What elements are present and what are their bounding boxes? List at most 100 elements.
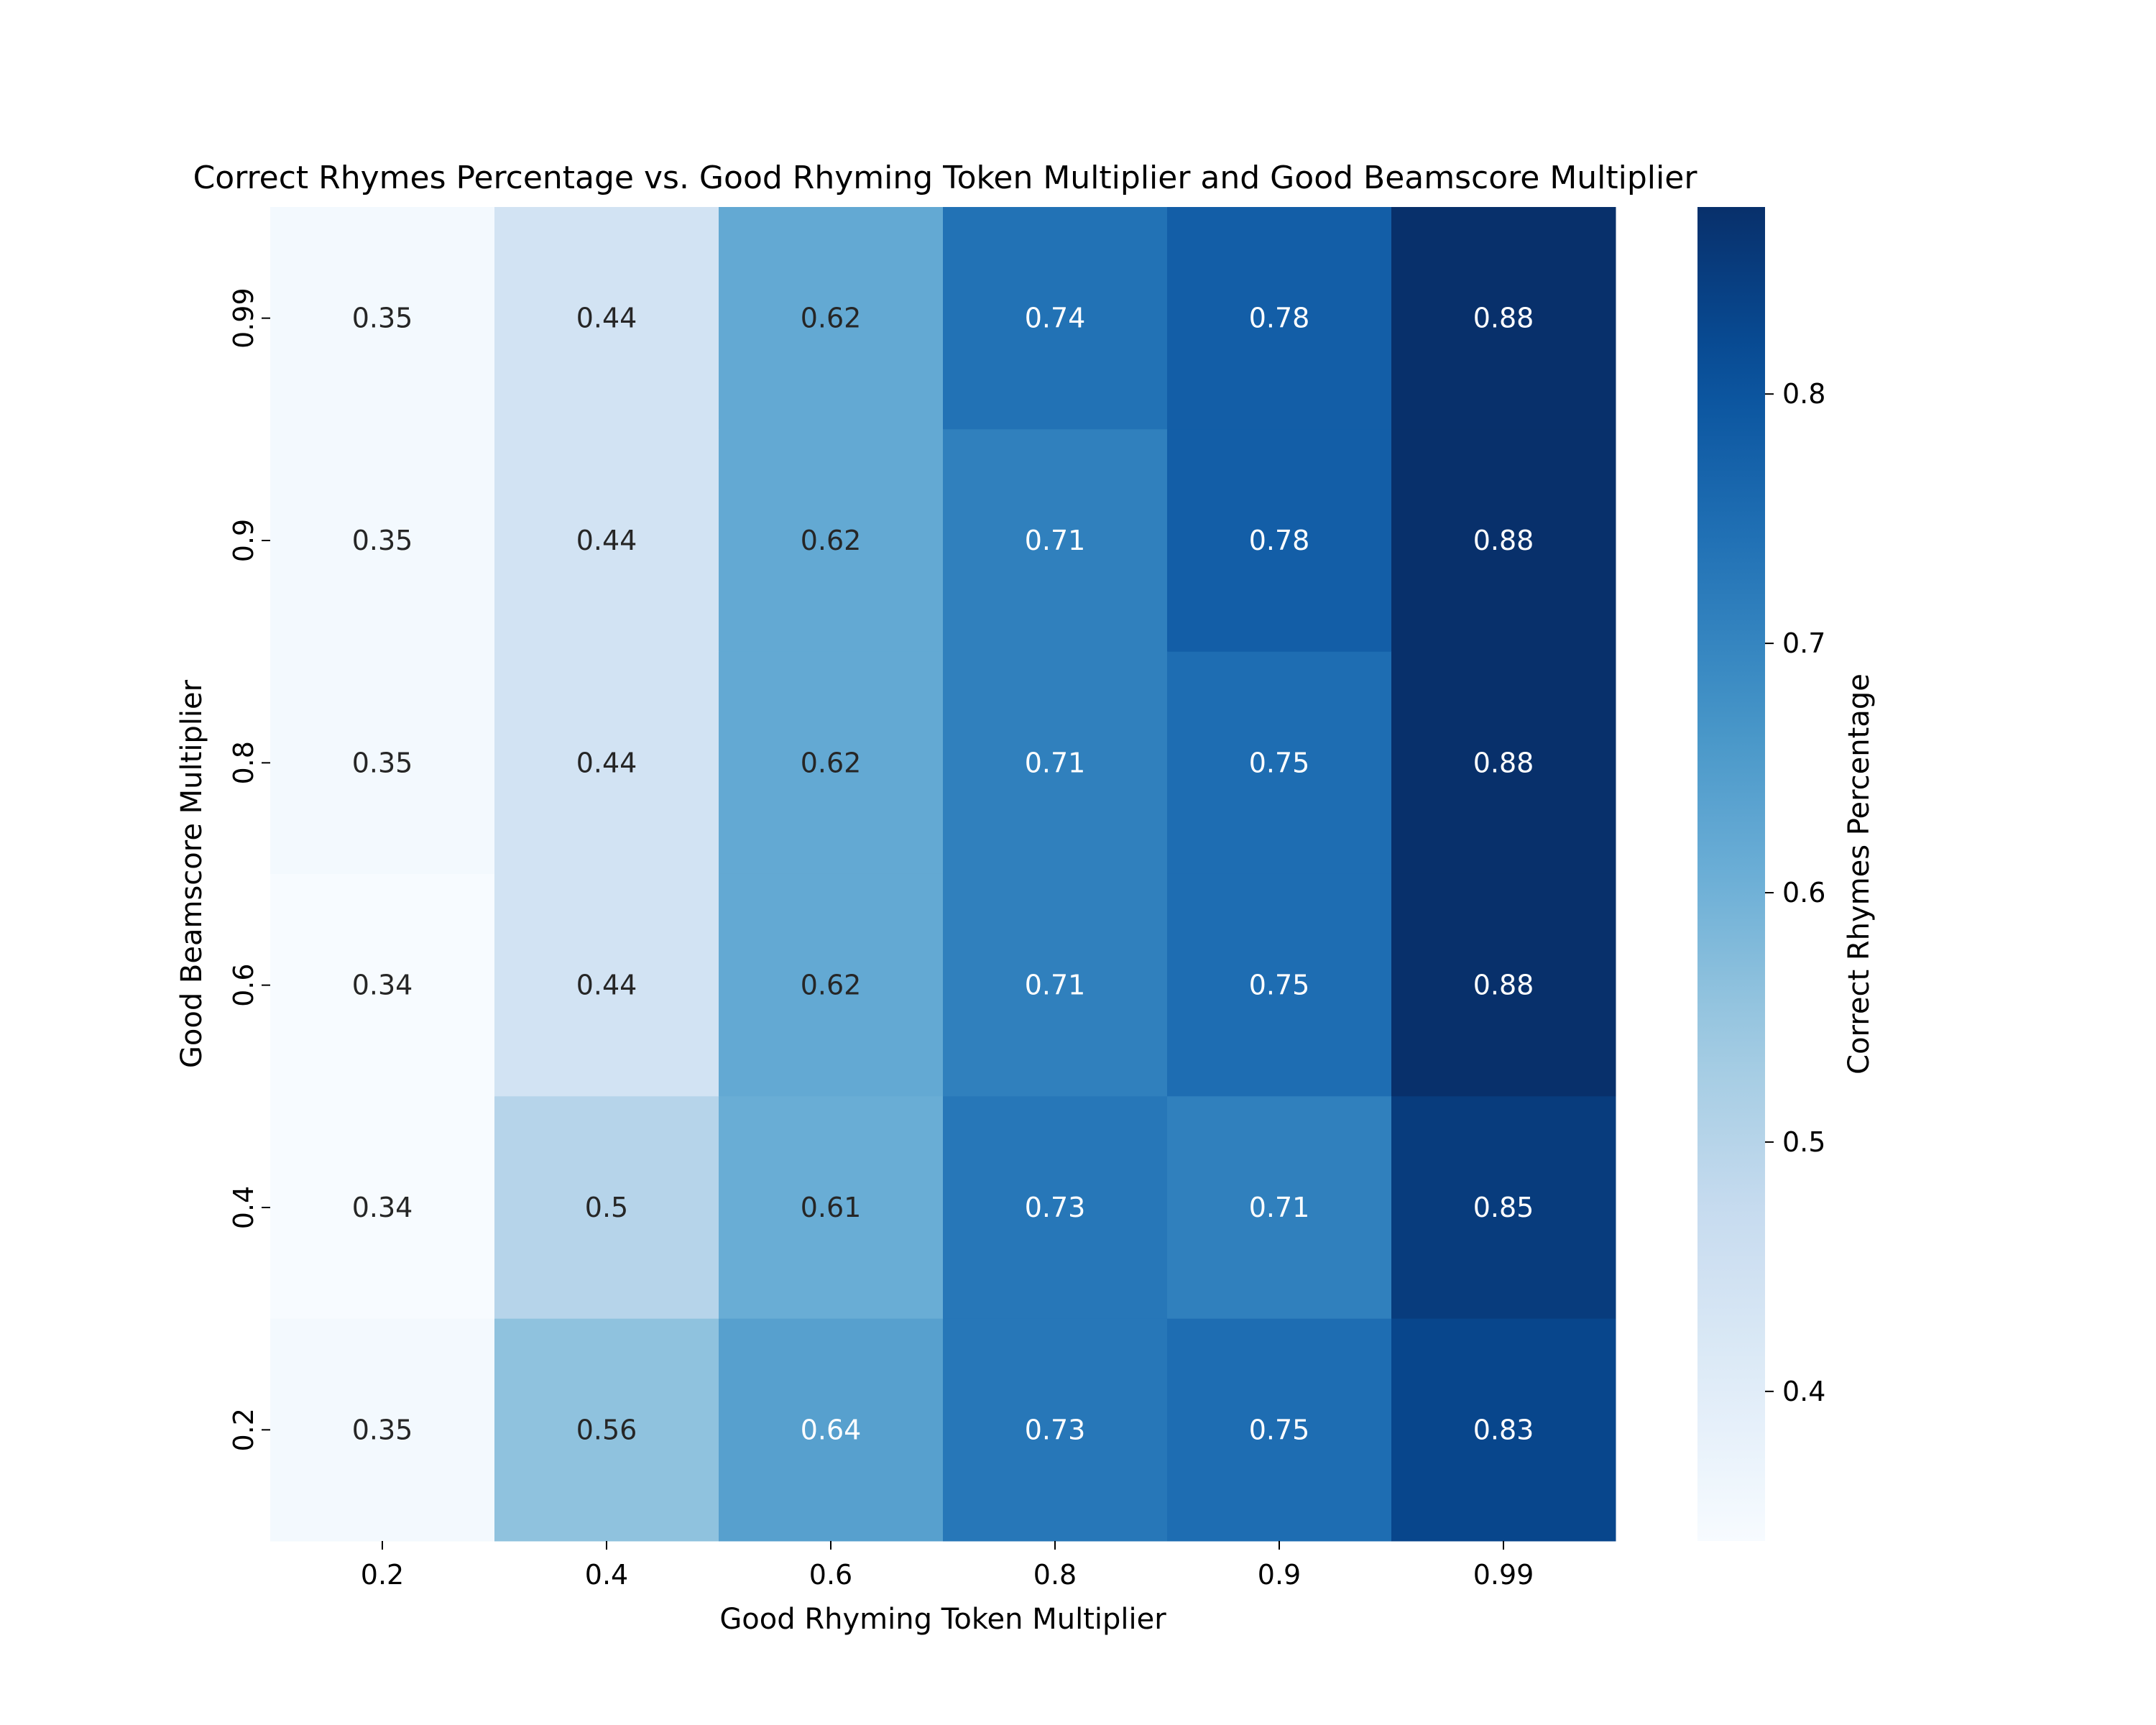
heatmap-cell bbox=[1167, 651, 1392, 875]
heatmap-cell bbox=[1391, 429, 1616, 653]
cell-value-label: 0.34 bbox=[352, 970, 413, 1001]
y-tick-label: 0.99 bbox=[228, 288, 259, 349]
heatmap-cell bbox=[1167, 429, 1392, 653]
cell-value-label: 0.35 bbox=[352, 1414, 413, 1445]
heatmap-cell bbox=[719, 1318, 944, 1542]
heatmap-cell bbox=[494, 651, 719, 875]
cell-value-label: 0.44 bbox=[576, 525, 637, 556]
heatmap-cell bbox=[943, 651, 1168, 875]
cell-value-label: 0.62 bbox=[801, 747, 862, 778]
heatmap-cell-labels: 0.35 0.44 0.62 0.74 0.78 0.88 0.35 0.44 0.62 0.71… bbox=[352, 303, 1534, 1446]
heatmap-cell bbox=[494, 873, 719, 1097]
cell-value-label: 0.71 bbox=[1249, 1192, 1310, 1223]
heatmap-cell bbox=[719, 873, 944, 1097]
heatmap-cell bbox=[1391, 207, 1616, 430]
cell-value-label: 0.74 bbox=[1025, 303, 1086, 334]
colorbar-ticks: 0.4 0.5 0.6 0.7 0.8 bbox=[1765, 378, 1825, 1407]
cell-value-label: 0.78 bbox=[1249, 303, 1310, 334]
colorbar-tick-label: 0.7 bbox=[1782, 627, 1825, 659]
heatmap-cell bbox=[719, 1096, 944, 1320]
cell-value-label: 0.71 bbox=[1025, 970, 1086, 1001]
heatmap-cell bbox=[1167, 1096, 1392, 1320]
x-tick-label: 0.4 bbox=[585, 1559, 628, 1591]
cell-value-label: 0.56 bbox=[576, 1414, 637, 1445]
cell-value-label: 0.85 bbox=[1473, 1192, 1534, 1223]
cell-value-label: 0.78 bbox=[1249, 525, 1310, 556]
x-tick-label: 0.6 bbox=[809, 1559, 852, 1591]
cell-value-label: 0.83 bbox=[1473, 1414, 1534, 1445]
cell-value-label: 0.44 bbox=[576, 970, 637, 1001]
heatmap-cell bbox=[494, 429, 719, 653]
cell-value-label: 0.62 bbox=[801, 970, 862, 1001]
heatmap-cell bbox=[494, 1096, 719, 1320]
heatmap-cell bbox=[1391, 1318, 1616, 1542]
heatmap-cell bbox=[270, 429, 495, 653]
colorbar-gradient bbox=[1697, 207, 1765, 1541]
cell-value-label: 0.62 bbox=[801, 303, 862, 334]
cell-value-label: 0.88 bbox=[1473, 303, 1534, 334]
cell-value-label: 0.71 bbox=[1025, 525, 1086, 556]
heatmap-cell bbox=[494, 1318, 719, 1542]
colorbar-label: Correct Rhymes Percentage bbox=[1843, 673, 1876, 1075]
cell-value-label: 0.5 bbox=[585, 1192, 628, 1223]
x-tick-label: 0.8 bbox=[1033, 1559, 1077, 1591]
cell-value-label: 0.44 bbox=[576, 747, 637, 778]
cell-value-label: 0.35 bbox=[352, 747, 413, 778]
colorbar-tick-label: 0.4 bbox=[1782, 1376, 1825, 1407]
y-axis-label: Good Beamscore Multiplier bbox=[175, 679, 208, 1068]
heatmap-cell bbox=[719, 429, 944, 653]
colorbar bbox=[1697, 207, 1765, 1541]
y-tick-label: 0.2 bbox=[228, 1408, 259, 1451]
cell-value-label: 0.61 bbox=[801, 1192, 862, 1223]
x-tick-label: 0.9 bbox=[1258, 1559, 1301, 1591]
heatmap-cell bbox=[270, 651, 495, 875]
heatmap-cell bbox=[494, 207, 719, 430]
colorbar-tick-label: 0.5 bbox=[1782, 1126, 1825, 1158]
y-tick-label: 0.6 bbox=[228, 963, 259, 1006]
heatmap-cell bbox=[270, 1096, 495, 1320]
y-tick-label: 0.9 bbox=[228, 519, 259, 562]
heatmap-cell bbox=[1167, 1318, 1392, 1542]
heatmap-cell bbox=[943, 873, 1168, 1097]
heatmap-cell bbox=[719, 651, 944, 875]
heatmap-cell bbox=[1391, 1096, 1616, 1320]
heatmap-cell bbox=[943, 429, 1168, 653]
x-tick-label: 0.2 bbox=[361, 1559, 404, 1591]
cell-value-label: 0.64 bbox=[801, 1414, 862, 1445]
cell-value-label: 0.35 bbox=[352, 303, 413, 334]
heatmap-cell bbox=[270, 207, 495, 430]
heatmap-cell bbox=[1167, 873, 1392, 1097]
heatmap-cells bbox=[270, 207, 1616, 1542]
cell-value-label: 0.88 bbox=[1473, 970, 1534, 1001]
y-axis: 0.99 0.9 0.8 0.6 0.4 0.2 bbox=[228, 288, 270, 1452]
heatmap-cell bbox=[270, 1318, 495, 1542]
cell-value-label: 0.62 bbox=[801, 525, 862, 556]
cell-value-label: 0.34 bbox=[352, 1192, 413, 1223]
cell-value-label: 0.75 bbox=[1249, 747, 1310, 778]
x-axis-label: Good Rhyming Token Multiplier bbox=[719, 1603, 1166, 1636]
heatmap-cell bbox=[1391, 651, 1616, 875]
heatmap-cell bbox=[943, 1318, 1168, 1542]
colorbar-tick-label: 0.8 bbox=[1782, 378, 1825, 410]
cell-value-label: 0.35 bbox=[352, 525, 413, 556]
cell-value-label: 0.73 bbox=[1025, 1192, 1086, 1223]
x-tick-label: 0.99 bbox=[1473, 1559, 1534, 1591]
heatmap-cell bbox=[1391, 873, 1616, 1097]
colorbar-tick-label: 0.6 bbox=[1782, 877, 1825, 908]
heatmap-cell bbox=[1167, 207, 1392, 430]
cell-value-label: 0.44 bbox=[576, 303, 637, 334]
cell-value-label: 0.73 bbox=[1025, 1414, 1086, 1445]
cell-value-label: 0.71 bbox=[1025, 747, 1086, 778]
heatmap-cell bbox=[943, 1096, 1168, 1320]
cell-value-label: 0.88 bbox=[1473, 747, 1534, 778]
cell-value-label: 0.75 bbox=[1249, 970, 1310, 1001]
cell-value-label: 0.88 bbox=[1473, 525, 1534, 556]
y-tick-label: 0.4 bbox=[228, 1186, 259, 1229]
heatmap-cell bbox=[270, 873, 495, 1097]
y-tick-label: 0.8 bbox=[228, 741, 259, 784]
cell-value-label: 0.75 bbox=[1249, 1414, 1310, 1445]
heatmap-cell bbox=[719, 207, 944, 430]
heatmap-cell bbox=[943, 207, 1168, 430]
x-axis: 0.2 0.4 0.6 0.8 0.9 0.99 bbox=[361, 1540, 1534, 1591]
